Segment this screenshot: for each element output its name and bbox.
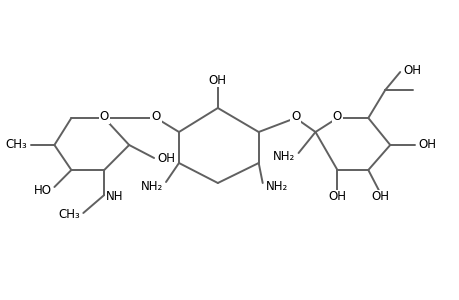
Text: O: O bbox=[332, 110, 341, 124]
Text: NH₂: NH₂ bbox=[273, 151, 295, 164]
Text: O: O bbox=[151, 110, 160, 124]
Text: OH: OH bbox=[208, 74, 226, 86]
Text: OH: OH bbox=[157, 152, 175, 166]
Text: NH₂: NH₂ bbox=[265, 181, 287, 194]
Text: NH₂: NH₂ bbox=[140, 179, 162, 193]
Text: CH₃: CH₃ bbox=[6, 139, 28, 152]
Text: OH: OH bbox=[328, 190, 346, 203]
Text: OH: OH bbox=[417, 139, 435, 152]
Text: OH: OH bbox=[370, 190, 388, 203]
Text: HO: HO bbox=[34, 184, 51, 196]
Text: O: O bbox=[290, 110, 300, 124]
Text: CH₃: CH₃ bbox=[58, 208, 80, 221]
Text: O: O bbox=[100, 110, 109, 124]
Text: NH: NH bbox=[106, 190, 123, 203]
Text: OH: OH bbox=[403, 64, 420, 76]
